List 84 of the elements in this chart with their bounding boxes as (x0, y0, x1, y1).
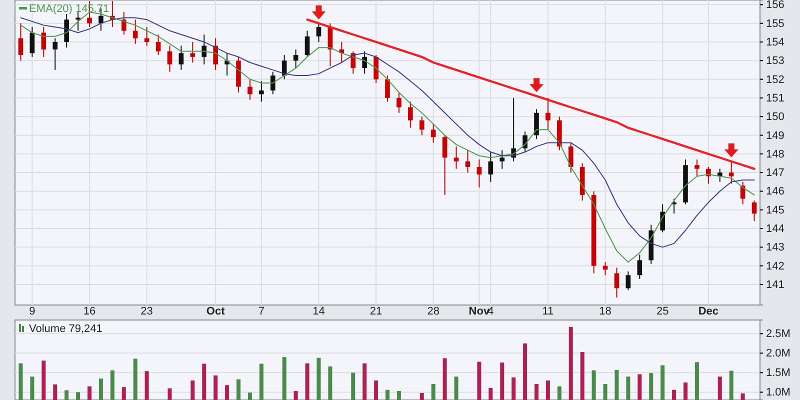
candlestick (167, 45, 172, 72)
candlestick (18, 22, 24, 62)
candlestick (362, 50, 367, 74)
y-tick-label: 152 (766, 74, 784, 86)
candlestick (396, 92, 402, 114)
y-tick-label: 142 (766, 260, 784, 272)
y-tick-label: 150 (766, 111, 784, 124)
candlestick (144, 26, 150, 46)
y-tick-label: 153 (766, 55, 784, 68)
y-tick-label: 148 (766, 148, 784, 160)
candlestick (522, 131, 528, 153)
x-tick-label: 16 (83, 305, 96, 318)
y-tick-label: 2.5M (766, 328, 790, 340)
candlestick (213, 38, 218, 70)
candlestick (637, 254, 642, 280)
candlestick (293, 48, 298, 69)
candlestick (41, 26, 46, 58)
candlestick (626, 270, 631, 291)
candlestick (30, 26, 35, 58)
y-tick-label: 156 (766, 0, 784, 12)
x-tick-label: 11 (542, 305, 554, 318)
x-tick-label: Nov (468, 305, 490, 318)
candlestick (694, 158, 700, 177)
candlestick (419, 116, 424, 136)
y-tick-label: 149 (766, 130, 784, 142)
x-tick-label: Oct (206, 305, 226, 318)
y-tick-label: 145 (766, 204, 784, 216)
candlestick (430, 124, 436, 144)
candlestick (385, 75, 390, 102)
y-tick-label: 2.0M (766, 348, 790, 360)
candlestick (259, 80, 264, 102)
candlestick (190, 41, 196, 63)
candlestick (476, 158, 482, 188)
y-tick-label: 143 (766, 242, 784, 254)
candlestick (76, 12, 80, 32)
candlestick (52, 38, 58, 70)
x-tick-label: 14 (312, 305, 325, 318)
candlestick (706, 166, 711, 184)
candlestick (374, 54, 378, 84)
candlestick (316, 22, 322, 42)
candlestick (304, 30, 310, 58)
candlestick (546, 97, 550, 130)
y-tick-label: 154 (766, 36, 784, 48)
x-tick-label: 21 (370, 305, 382, 318)
x-tick-label: 23 (140, 305, 153, 318)
candlestick (248, 78, 252, 100)
candlestick (465, 150, 470, 174)
candlestick (442, 134, 448, 196)
candlestick (728, 160, 734, 184)
x-tick-label: 7 (258, 305, 264, 318)
candlestick (534, 108, 539, 140)
x-tick-label: 28 (427, 305, 440, 318)
candlestick (224, 52, 230, 76)
candlestick (202, 34, 207, 65)
legend-label: Volume 79,241 (29, 323, 102, 335)
y-tick-label: 151 (766, 92, 784, 104)
candlestick (282, 54, 287, 80)
x-tick-label: 4 (488, 305, 494, 318)
candlestick (500, 150, 505, 170)
candlestick (132, 19, 138, 44)
candlestick (156, 34, 161, 56)
candlestick (488, 152, 494, 182)
x-tick-label: 9 (29, 305, 36, 318)
x-tick-label: Dec (698, 305, 719, 318)
y-tick-label: 146 (766, 186, 784, 198)
y-tick-label: 141 (766, 279, 784, 291)
y-tick-label: 147 (766, 167, 784, 180)
y-tick-label: 1.0M (766, 386, 790, 399)
candlestick (614, 267, 620, 298)
y-tick-label: 155 (766, 18, 784, 30)
candlestick (64, 13, 69, 48)
y-tick-label: 1.5M (766, 367, 790, 380)
candlestick (568, 142, 574, 174)
candlestick (121, 12, 126, 36)
candlestick (752, 200, 757, 222)
candlestick (178, 45, 184, 70)
line-series (306, 18, 756, 170)
candlestick (454, 146, 459, 170)
x-tick-label: 25 (656, 305, 669, 318)
x-tick-label: 18 (599, 305, 612, 318)
candlestick (660, 204, 665, 233)
y-tick-label: 144 (766, 223, 784, 236)
candlestick (270, 71, 276, 95)
candlestick (408, 101, 413, 128)
